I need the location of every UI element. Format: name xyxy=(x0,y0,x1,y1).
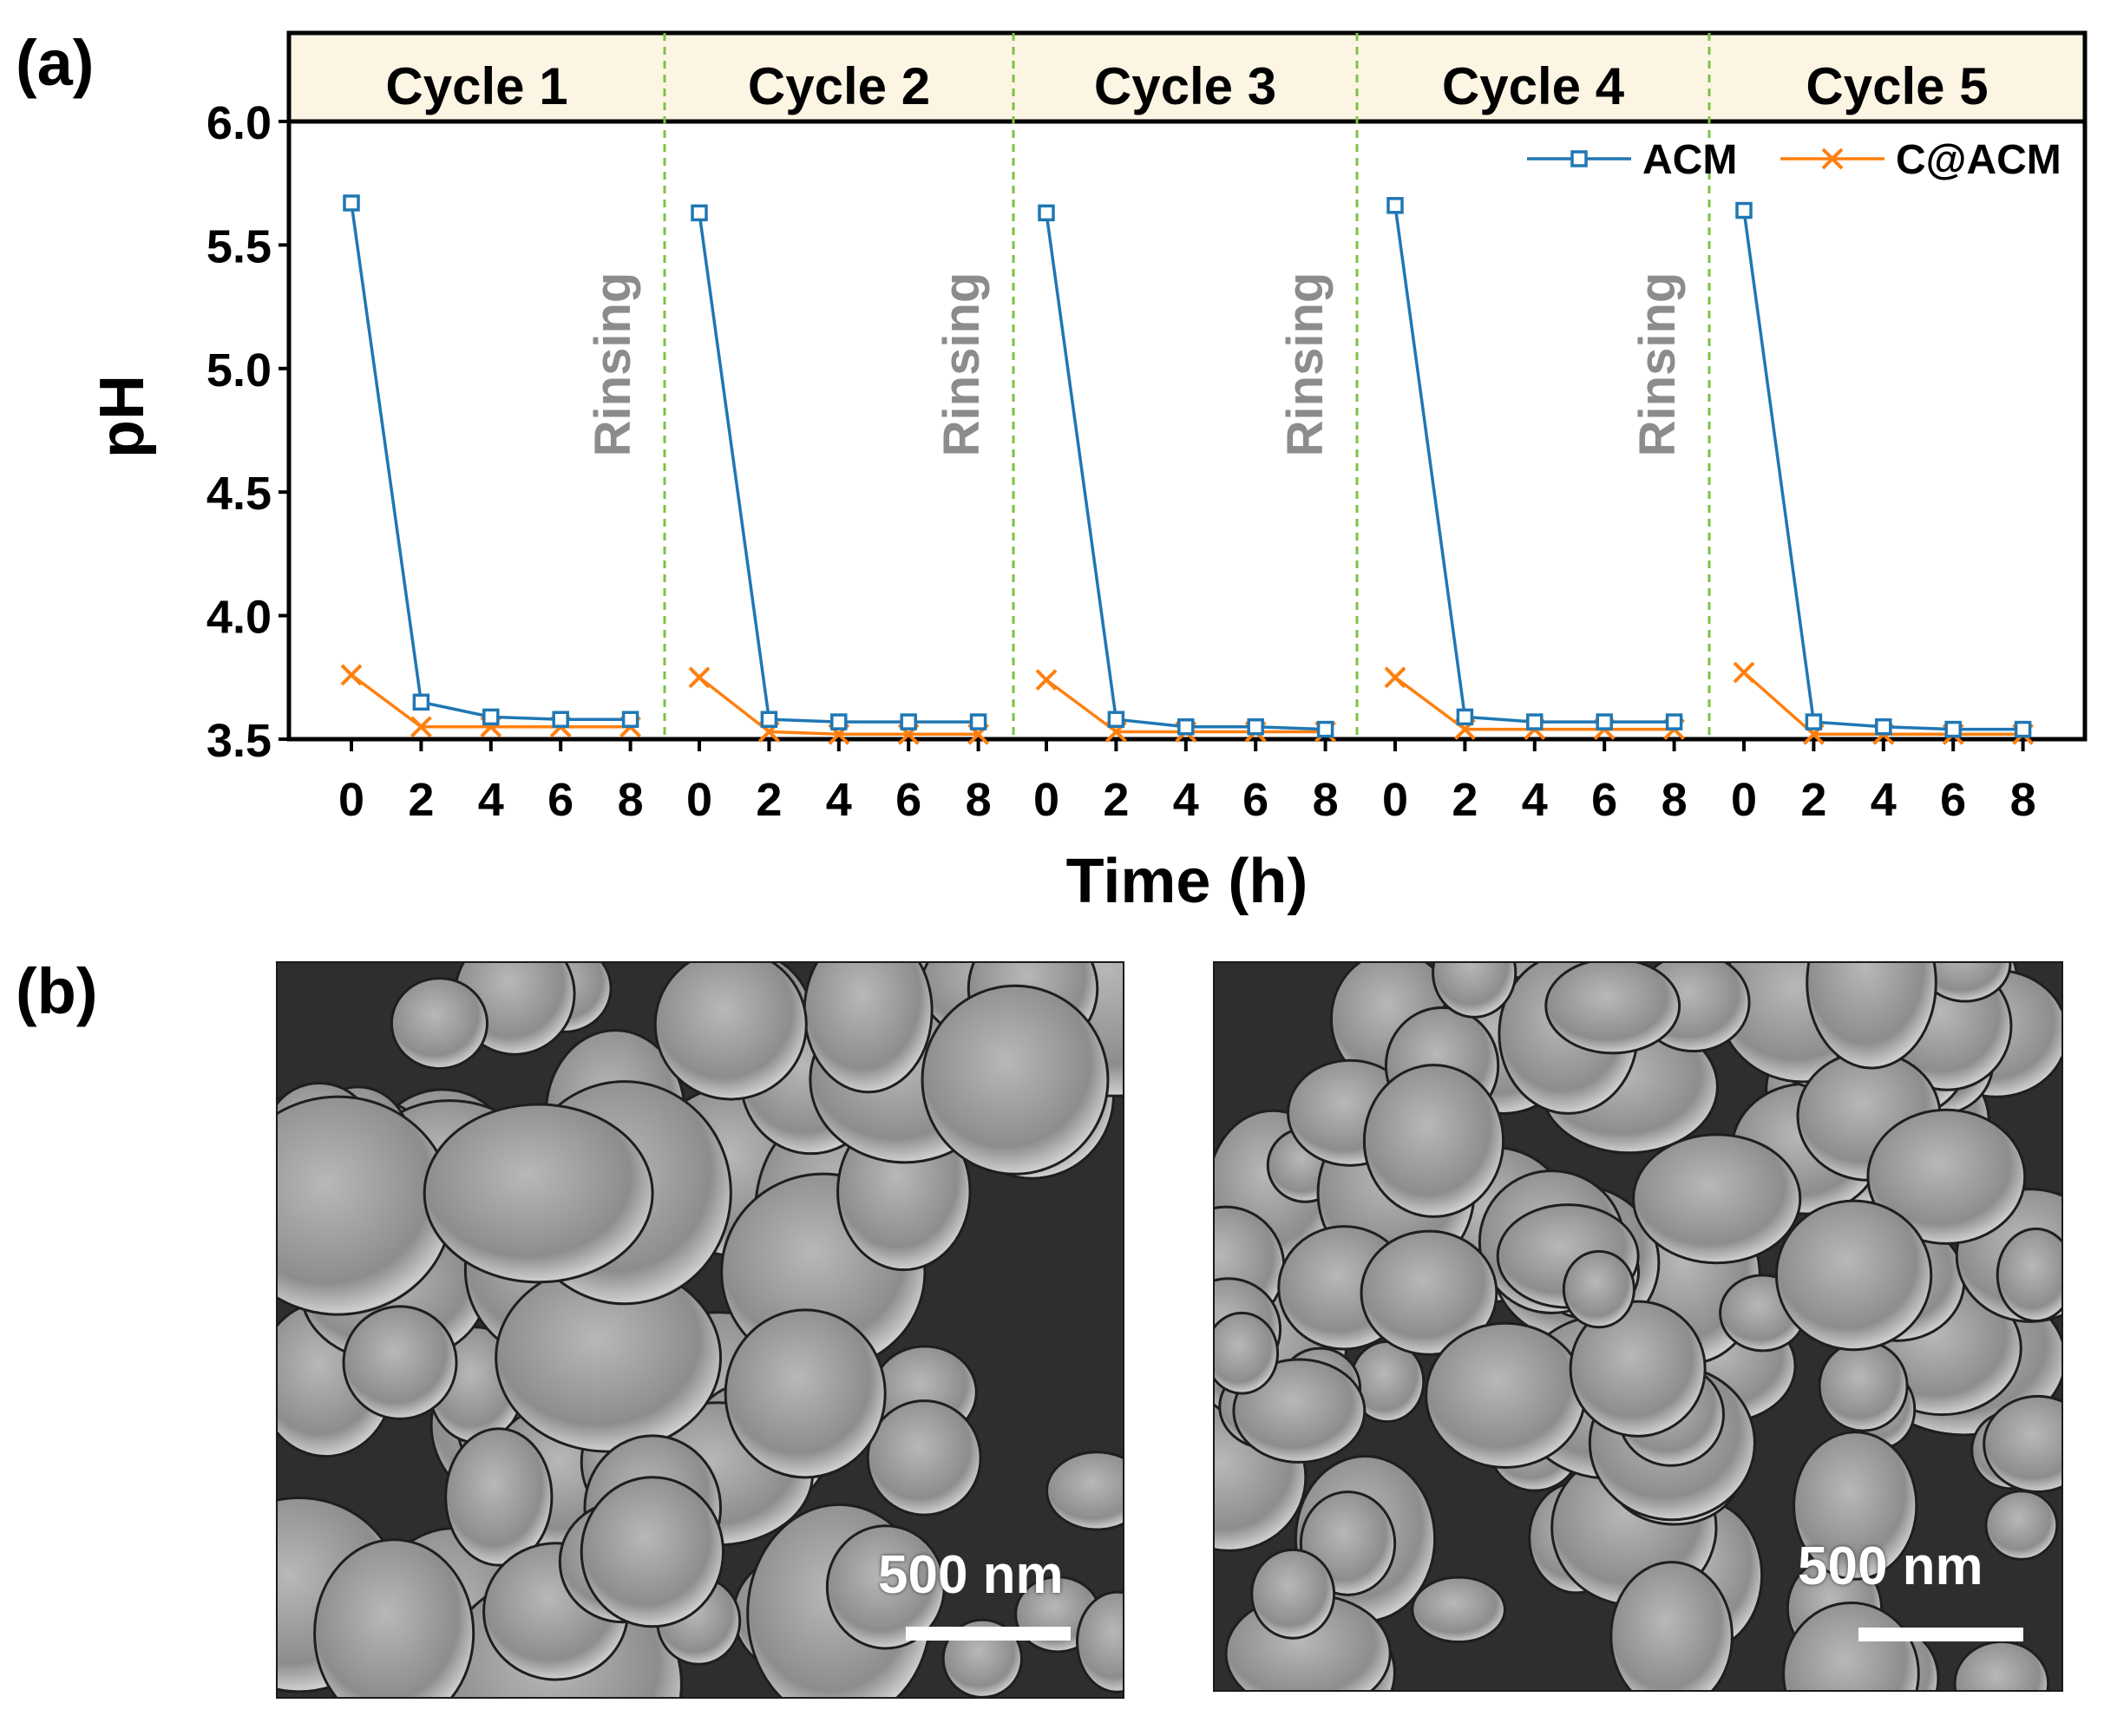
x-tick-label: 0 xyxy=(1731,774,1757,826)
data-point-acm xyxy=(1596,713,1613,730)
data-point-acm xyxy=(1247,718,1264,736)
x-tick-label: 6 xyxy=(547,774,574,826)
plot-frame xyxy=(286,119,2088,742)
y-tick-label: 6.0 xyxy=(206,97,272,149)
x-tick-label: 6 xyxy=(1940,774,1966,826)
x-tick-label: 8 xyxy=(966,774,992,826)
data-point-acm xyxy=(1038,204,1055,222)
x-tick-label: 2 xyxy=(756,774,782,826)
scale-bar-label: 500 nm xyxy=(1798,1536,1983,1596)
x-tick-label: 6 xyxy=(1242,774,1268,826)
cycle-label: Cycle 3 xyxy=(1094,57,1276,115)
sem-image-c-acm: 500 nm xyxy=(1213,961,2063,1692)
data-point-acm xyxy=(343,194,360,212)
data-point-acm xyxy=(691,204,708,222)
x-tick-label: 8 xyxy=(1313,774,1339,826)
cycle-label: Cycle 1 xyxy=(385,57,567,115)
data-point-acm xyxy=(1107,711,1125,728)
x-tick-label: 8 xyxy=(2010,774,2036,826)
data-point-acm xyxy=(830,713,848,730)
data-point-c-at-acm xyxy=(1035,669,1058,691)
legend-label-acm: ACM xyxy=(1642,137,1737,183)
rinsing-label: Rinsing xyxy=(585,272,641,457)
data-point-acm xyxy=(1526,713,1544,730)
ph-cycle-chart: Cycle 1 Rinsing Cycle 2 Rinsing Cycle 3 Rinsi… xyxy=(88,30,2088,916)
legend-label-c-at-acm: C@ACM xyxy=(1896,137,2061,183)
cycle-label: Cycle 5 xyxy=(1806,57,1988,115)
x-tick-label: 0 xyxy=(338,774,364,826)
data-point-acm xyxy=(2014,720,2032,738)
cycle-header-strip xyxy=(286,30,2088,124)
panel-label-b: (b) xyxy=(16,955,98,1027)
data-point-acm xyxy=(1386,197,1404,214)
series-line-acm xyxy=(1742,210,2023,731)
y-axis-label: pH xyxy=(88,375,157,458)
panel-label-a: (a) xyxy=(16,27,95,99)
data-point-acm xyxy=(1177,718,1195,736)
x-tick-label: 0 xyxy=(1382,774,1408,826)
data-point-c-at-acm xyxy=(340,664,363,686)
x-tick-label: 4 xyxy=(478,774,504,826)
data-point-c-at-acm xyxy=(688,666,711,689)
data-point-acm xyxy=(482,708,500,726)
rinsing-label: Rinsing xyxy=(934,272,990,457)
data-point-acm xyxy=(1665,713,1683,730)
scale-bar xyxy=(906,1627,1071,1641)
data-point-acm xyxy=(621,711,639,728)
scale-bar xyxy=(1858,1628,2023,1641)
data-point-acm xyxy=(412,693,430,711)
legend: ACM C@ACM xyxy=(1527,137,2061,183)
y-tick-label: 5.0 xyxy=(206,344,272,396)
data-point-acm xyxy=(1316,720,1334,738)
data-point-acm xyxy=(969,713,987,730)
cycle-label: Cycle 4 xyxy=(1442,57,1625,115)
data-point-c-at-acm xyxy=(410,716,432,738)
data-point-acm xyxy=(1875,718,1892,736)
rinsing-label: Rinsing xyxy=(1277,272,1334,457)
x-tick-label: 6 xyxy=(895,774,921,826)
x-tick-label: 8 xyxy=(1662,774,1688,826)
data-point-acm xyxy=(1805,713,1823,730)
scale-bar-label: 500 nm xyxy=(878,1545,1064,1605)
data-point-acm xyxy=(1735,201,1753,219)
x-tick-label: 4 xyxy=(1522,774,1548,826)
data-point-acm xyxy=(900,713,917,730)
y-tick-label: 3.5 xyxy=(206,715,272,767)
data-point-c-at-acm xyxy=(1384,666,1406,689)
rinsing-label: Rinsing xyxy=(1629,272,1686,457)
data-point-acm xyxy=(1944,720,1962,738)
x-tick-label: 4 xyxy=(1173,774,1199,826)
x-tick-label: 2 xyxy=(408,774,434,826)
data-point-acm xyxy=(552,711,569,728)
x-tick-label: 2 xyxy=(1800,774,1826,826)
data-point-acm xyxy=(1456,708,1474,726)
x-tick-label: 8 xyxy=(618,774,644,826)
data-point-c-at-acm xyxy=(1733,661,1755,684)
x-tick-label: 4 xyxy=(1871,774,1897,826)
data-point-acm xyxy=(760,711,778,728)
x-tick-label: 0 xyxy=(686,774,712,826)
sem-image-acm: 500 nm xyxy=(276,961,1124,1699)
y-tick-label: 4.5 xyxy=(206,468,272,520)
x-tick-label: 6 xyxy=(1591,774,1617,826)
x-tick-label: 2 xyxy=(1452,774,1478,826)
cycle-label: Cycle 2 xyxy=(748,57,930,115)
legend-marker-acm xyxy=(1570,150,1588,167)
x-tick-label: 2 xyxy=(1103,774,1129,826)
legend-marker-c-at-acm xyxy=(1821,147,1844,170)
x-tick-label: 0 xyxy=(1033,774,1059,826)
y-tick-label: 4.0 xyxy=(206,592,272,644)
x-tick-label: 4 xyxy=(826,774,852,826)
x-axis-label: Time (h) xyxy=(1066,847,1308,916)
y-tick-label: 5.5 xyxy=(206,220,272,272)
